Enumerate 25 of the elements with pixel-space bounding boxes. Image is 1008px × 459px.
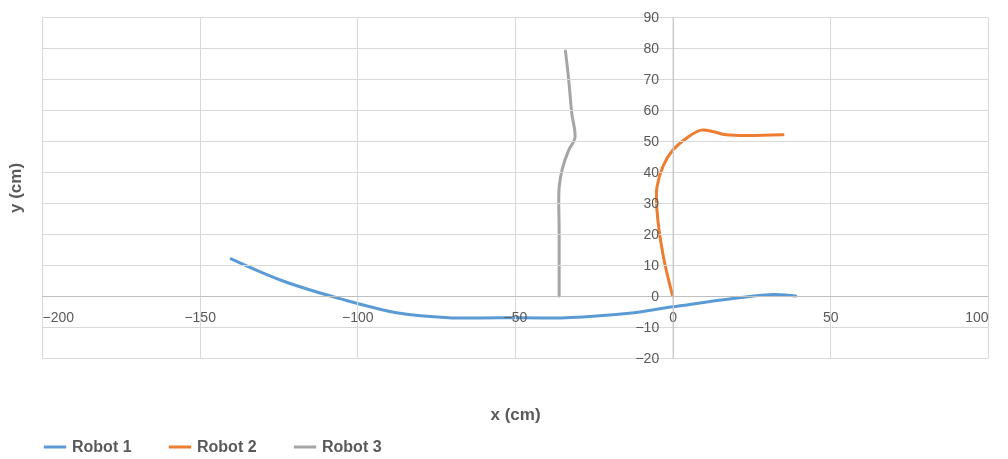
legend-label: Robot 3 <box>322 438 382 455</box>
y-tick-label: 40 <box>643 163 660 180</box>
y-tick-label: −10 <box>635 318 660 335</box>
y-axis-title: y (cm) <box>5 162 25 214</box>
line-series <box>557 49 577 298</box>
y-tick-label: 50 <box>643 132 660 149</box>
y-tick-label: 60 <box>643 101 660 118</box>
x-tick-label: 0 <box>669 308 678 325</box>
x-tick-label: −200 <box>42 308 75 325</box>
legend-label: Robot 2 <box>197 438 257 455</box>
x-tick-label: 100 <box>965 308 989 325</box>
x-tick-label: −150 <box>184 308 217 325</box>
y-tick-label: 90 <box>643 8 660 25</box>
y-tick-label: 0 <box>651 287 660 304</box>
x-axis-title: x (cm) <box>490 404 541 424</box>
x-tick-label: 50 <box>823 308 839 325</box>
y-tick-label: 30 <box>643 194 660 211</box>
y-tick-label: 10 <box>643 256 660 273</box>
y-tick-label: −20 <box>635 349 660 366</box>
y-tick-label: 70 <box>643 70 660 87</box>
y-tick-label: 80 <box>643 39 660 56</box>
y-tick-label: 20 <box>643 225 660 242</box>
x-tick-label: −100 <box>342 308 374 325</box>
legend-label: Robot 1 <box>72 438 132 455</box>
line-series <box>229 257 798 320</box>
